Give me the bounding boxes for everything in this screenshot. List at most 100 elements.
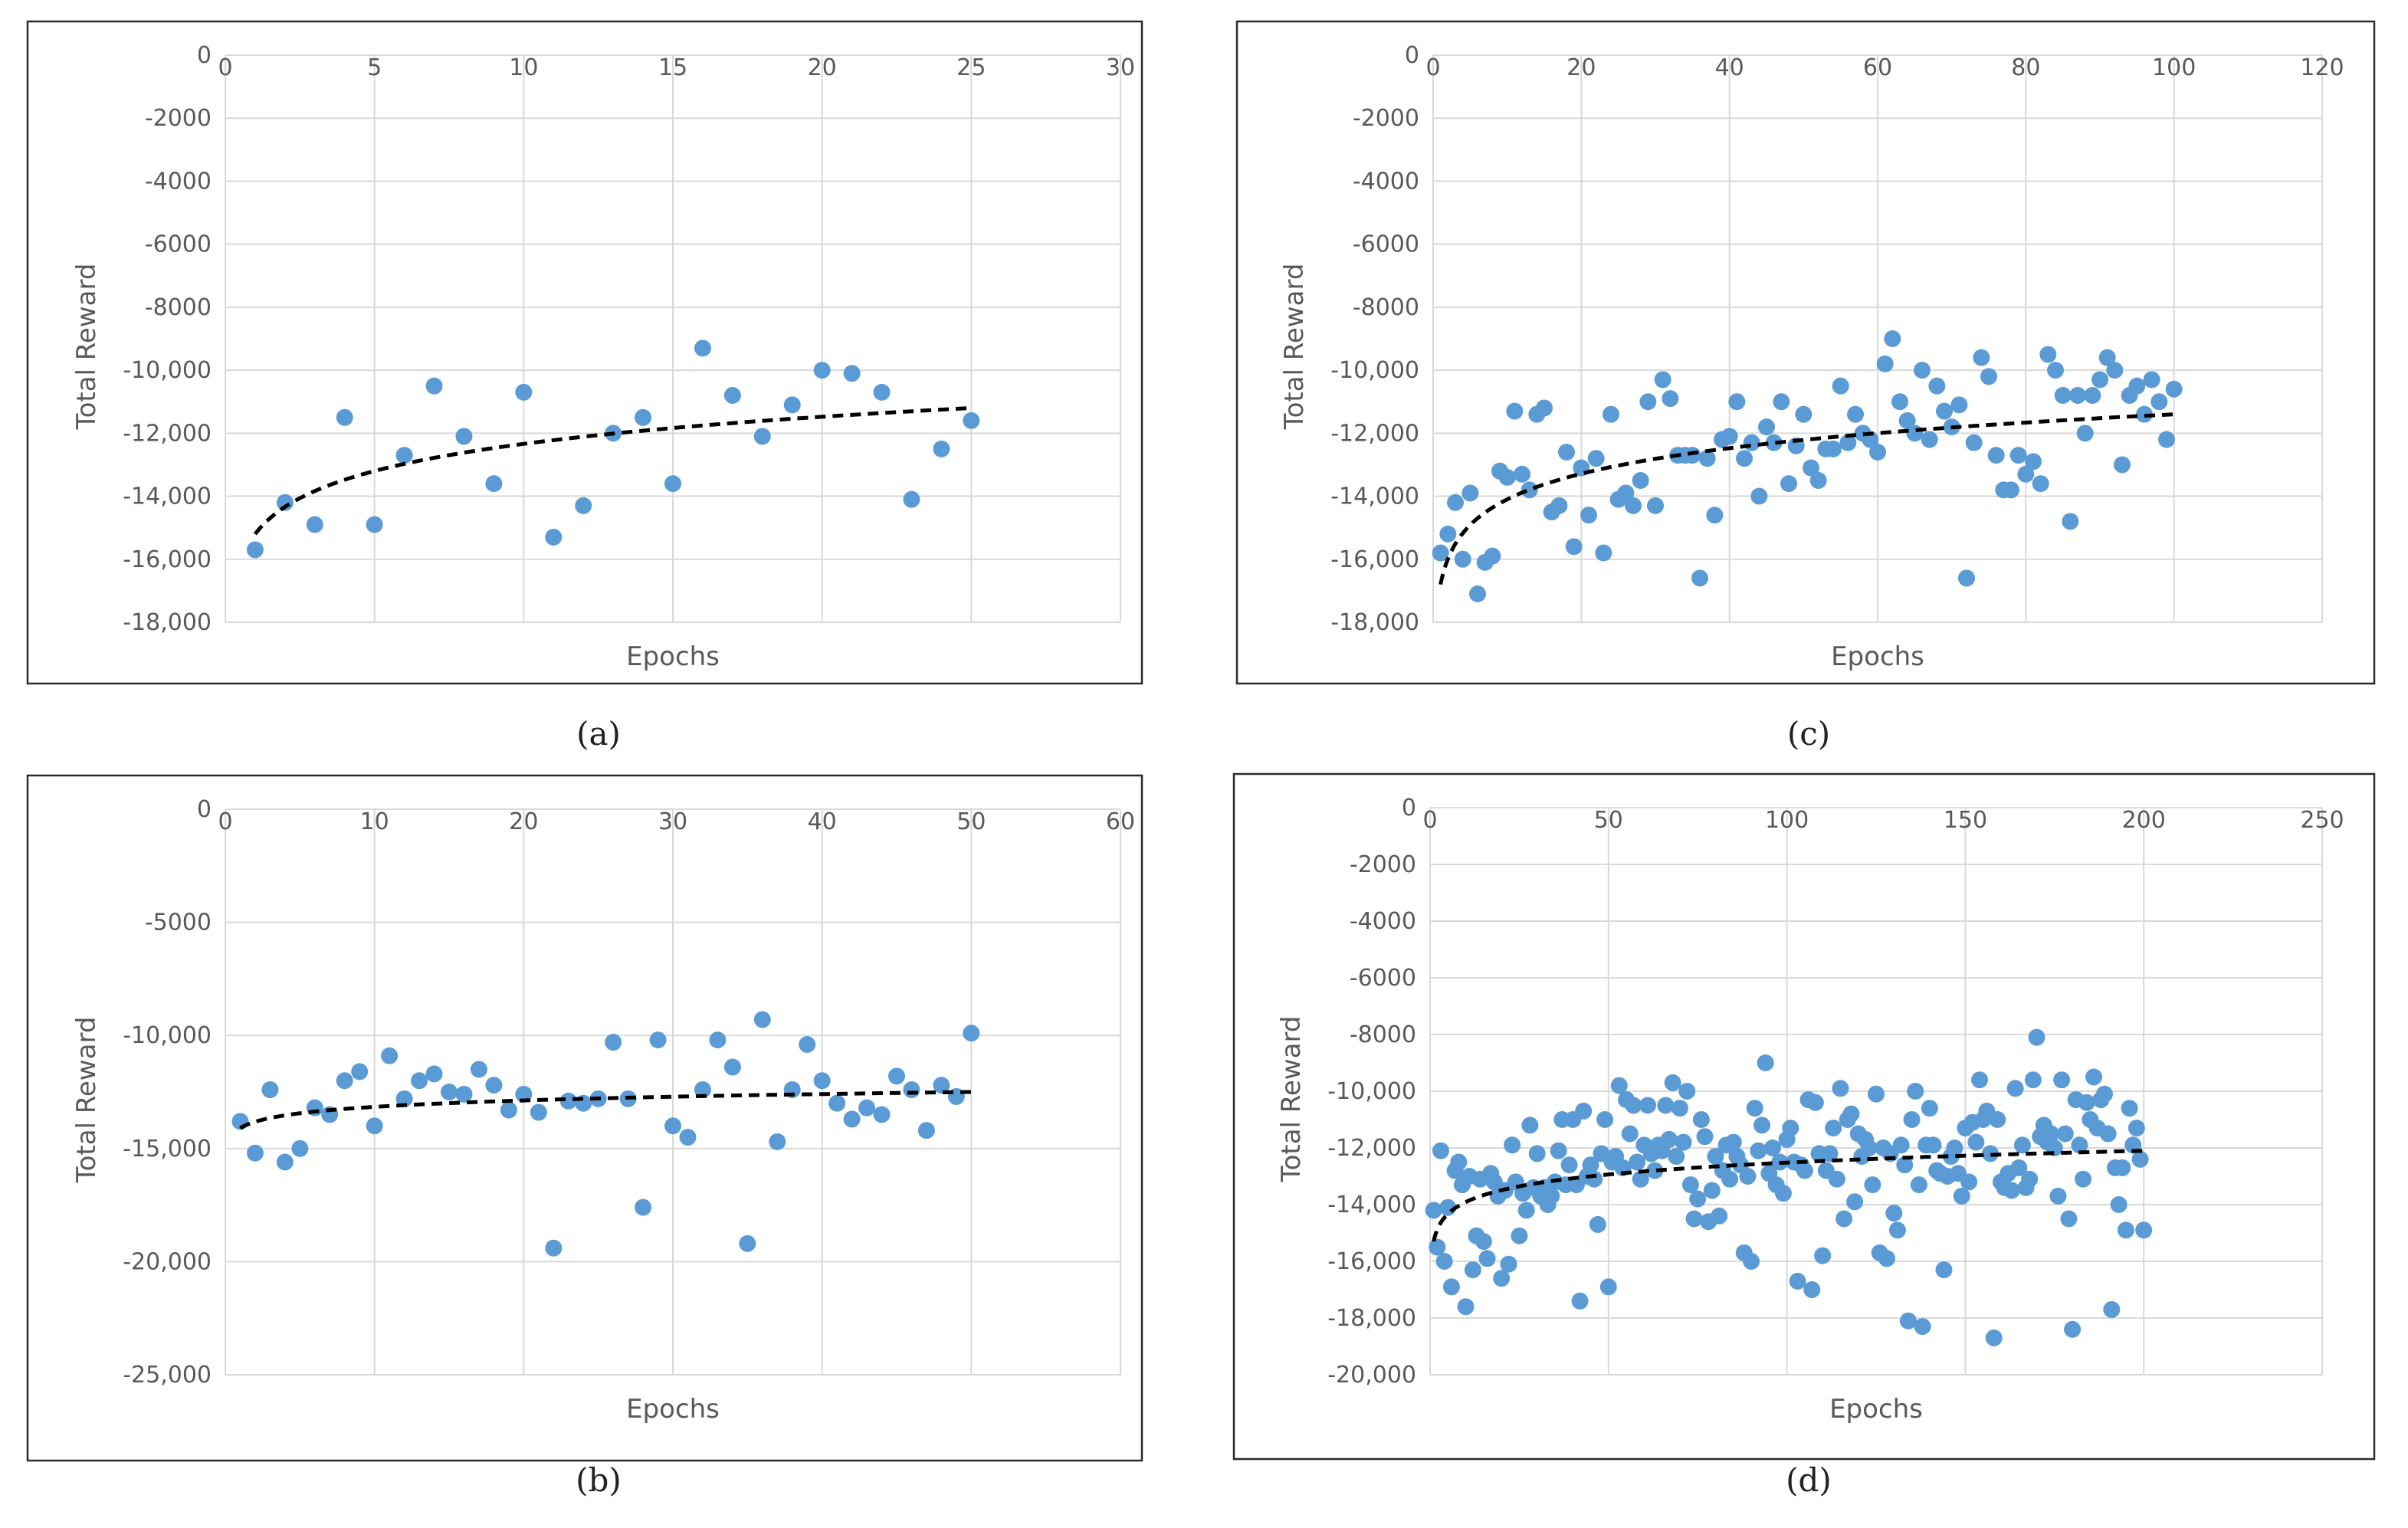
data-point	[1671, 1100, 1688, 1117]
y-tick-label: -10,000	[1327, 1078, 1416, 1105]
data-point	[2117, 1221, 2134, 1239]
x-tick-label: 50	[956, 808, 986, 835]
data-point	[1639, 393, 1657, 411]
data-point	[1442, 1278, 1460, 1296]
data-point	[1684, 447, 1701, 464]
data-point	[306, 516, 323, 533]
data-point	[351, 1063, 369, 1080]
data-point	[455, 428, 473, 445]
data-point	[1478, 1250, 1496, 1267]
y-tick-label: -6000	[145, 231, 212, 258]
data-point	[843, 1110, 861, 1128]
data-point	[1521, 481, 1538, 499]
data-point	[694, 1081, 711, 1099]
x-tick-label: 100	[2152, 54, 2196, 81]
y-tick-label: -8000	[145, 294, 212, 321]
data-point	[1698, 450, 1716, 467]
data-point	[1950, 396, 1968, 414]
data-point	[2128, 377, 2146, 395]
chart-frame	[1232, 772, 2376, 1461]
x-tick-label: 200	[2122, 807, 2166, 834]
data-point	[1678, 1083, 1696, 1100]
data-point	[2114, 1159, 2131, 1176]
data-point	[2069, 387, 2086, 404]
x-tick-label: 50	[1594, 807, 1623, 834]
chart-panel-a: 0-2000-4000-6000-8000-10,000-12,000-14,0…	[26, 20, 1143, 685]
data-point	[2121, 1100, 2138, 1117]
data-point	[470, 1061, 487, 1078]
data-point	[2009, 447, 2027, 464]
data-point	[1589, 1215, 1606, 1233]
data-point	[1869, 444, 1886, 461]
data-point	[963, 1025, 980, 1042]
data-point	[1724, 1133, 1742, 1151]
data-point	[2049, 1187, 2067, 1205]
x-tick-label: 0	[218, 54, 232, 81]
data-point	[635, 408, 652, 426]
data-point	[276, 493, 294, 511]
data-point	[2103, 1300, 2121, 1318]
data-point	[1660, 1130, 1678, 1148]
data-point	[1696, 1128, 1714, 1146]
data-point	[2013, 1136, 2031, 1154]
data-point	[2006, 1080, 2024, 1097]
data-point	[813, 1072, 831, 1090]
data-point	[1885, 1205, 1903, 1222]
y-tick-label: -18,000	[1327, 1305, 1416, 1332]
data-point	[441, 1084, 458, 1100]
data-point	[1469, 585, 1486, 602]
y-tick-label: -12,000	[123, 420, 212, 447]
data-point	[1973, 349, 1990, 366]
data-point	[1825, 440, 1842, 457]
data-point	[1691, 569, 1708, 587]
data-point	[2078, 1094, 2095, 1111]
data-point	[545, 1239, 563, 1257]
data-point	[2150, 393, 2168, 411]
data-point	[2017, 465, 2035, 483]
data-point	[1789, 1272, 1806, 1290]
data-point	[1692, 1111, 1710, 1128]
data-point	[1664, 1074, 1681, 1091]
data-point	[1953, 1187, 1970, 1205]
data-point	[1847, 405, 1864, 423]
data-point	[843, 365, 861, 382]
data-point	[1743, 1253, 1760, 1270]
data-point	[1825, 1120, 1842, 1137]
data-point	[381, 1047, 399, 1064]
data-point	[1910, 1176, 1927, 1194]
data-point	[1582, 1156, 1599, 1174]
data-point	[1864, 1176, 1881, 1194]
y-tick-label: -20,000	[123, 1248, 212, 1275]
y-tick-label: -8000	[1350, 1021, 1416, 1048]
x-tick-label: 120	[2300, 54, 2344, 81]
y-tick-label: -16,000	[1330, 546, 1419, 573]
data-point	[2039, 346, 2057, 363]
data-point	[873, 383, 891, 401]
data-point	[2025, 453, 2042, 471]
trendline	[239, 1090, 972, 1130]
x-tick-label: 0	[1422, 807, 1437, 834]
data-point	[664, 475, 681, 493]
y-tick-label: -5000	[145, 910, 212, 936]
data-point	[1721, 1170, 1739, 1188]
data-point	[545, 529, 563, 546]
data-point	[1657, 1097, 1675, 1114]
panel-caption: (c)	[1787, 715, 1830, 753]
y-axis-title: Total Reward	[71, 264, 102, 431]
data-point	[1754, 1116, 1771, 1134]
data-point	[2024, 1071, 2042, 1089]
data-point	[1980, 368, 1997, 385]
data-point	[1689, 1190, 1707, 1208]
y-axis-title: Total Reward	[1276, 1016, 1307, 1183]
y-tick-label: 0	[1402, 795, 1416, 821]
data-point	[1685, 1210, 1703, 1228]
y-tick-label: -10,000	[1330, 357, 1419, 384]
data-point	[1757, 1054, 1774, 1071]
y-tick-label: -16,000	[123, 546, 212, 573]
x-tick-label: 80	[2011, 54, 2040, 81]
data-point	[1498, 468, 1516, 486]
data-point	[425, 377, 443, 395]
data-point	[455, 1085, 473, 1103]
y-tick-label: -10,000	[123, 1022, 212, 1049]
y-tick-label: -6000	[1350, 965, 1416, 992]
